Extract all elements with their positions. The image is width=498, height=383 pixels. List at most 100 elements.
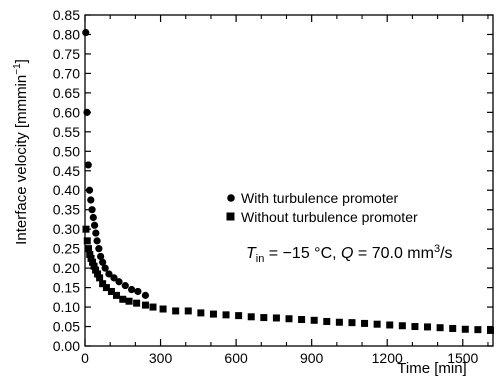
y-tick-label: 0.20 [53, 260, 80, 276]
y-tick-label: 0.40 [53, 182, 80, 198]
data-point-without-promoter [82, 225, 90, 233]
data-point-with-promoter [101, 264, 109, 272]
data-point-with-promoter [115, 278, 123, 286]
data-point-without-promoter [209, 310, 217, 318]
data-point-without-promoter [436, 324, 444, 332]
data-point-without-promoter [335, 318, 343, 326]
y-axis-label: Interface velocity [mmmin−1] [12, 59, 30, 245]
data-point-without-promoter [133, 299, 141, 307]
data-point-with-promoter [134, 287, 142, 296]
data-point-with-promoter [93, 237, 101, 245]
data-point-without-promoter [107, 287, 115, 295]
y-tick-label: 0.00 [53, 338, 80, 354]
data-point-with-promoter [97, 252, 105, 261]
data-point-without-promoter [411, 323, 419, 331]
data-point-with-promoter [105, 270, 113, 278]
data-point-without-promoter [92, 266, 100, 274]
data-point-without-promoter [159, 305, 167, 313]
y-tick-label: 0.60 [53, 104, 80, 120]
plot-frame [84, 14, 494, 347]
data-point-without-promoter [112, 291, 120, 299]
data-point-without-promoter [222, 311, 230, 319]
annotation-t: T [246, 245, 257, 262]
data-point-without-promoter [197, 309, 205, 317]
data-point-without-promoter [149, 303, 157, 311]
x-tick-label: 600 [224, 350, 248, 366]
annotation-q-tail: /s [440, 245, 452, 262]
data-point-with-promoter [141, 291, 150, 299]
data-point-without-promoter [141, 301, 149, 309]
y-tick-label: 0.10 [53, 299, 80, 315]
data-point-without-promoter [125, 297, 133, 305]
annotation-q-rest: = 70.0 mm [353, 245, 433, 262]
data-point-without-promoter [285, 315, 293, 323]
data-point-with-promoter [87, 196, 95, 204]
legend-label-with: With turbulence promoter [241, 190, 399, 206]
data-point-without-promoter [89, 258, 97, 266]
data-point-with-promoter [90, 221, 99, 229]
x-tick-label: 300 [149, 350, 173, 366]
annotation-t-rest: = −15 °C, [264, 245, 341, 262]
y-tick-label: 0.30 [53, 221, 80, 237]
data-point-without-promoter [373, 320, 381, 328]
data-point-with-promoter [99, 258, 107, 266]
data-point-with-promoter [110, 274, 118, 282]
data-point-without-promoter [449, 324, 457, 332]
data-point-without-promoter [348, 319, 356, 327]
data-point-without-promoter [323, 317, 331, 325]
legend-label-without: Without turbulence promoter [241, 209, 418, 225]
annotation-q-sup: 3 [434, 243, 440, 255]
data-point-without-promoter [272, 314, 280, 322]
data-point-without-promoter [96, 274, 104, 282]
data-point-with-promoter [92, 229, 100, 237]
data-point-with-promoter [85, 186, 94, 194]
y-tick-label: 0.70 [53, 65, 80, 81]
data-point-without-promoter [102, 284, 110, 292]
data-point-without-promoter [87, 254, 95, 262]
legend-marker-circle [227, 194, 235, 202]
data-point-without-promoter [298, 316, 306, 324]
data-point-without-promoter [119, 295, 127, 303]
x-tick-label: 1200 [372, 350, 403, 366]
y-tick-label: 0.85 [53, 7, 80, 23]
data-point-without-promoter [398, 322, 406, 330]
data-point-without-promoter [94, 270, 102, 278]
y-tick-label: 0.65 [53, 85, 80, 101]
x-tick-label: 900 [300, 350, 324, 366]
data-point-with-promoter [89, 213, 97, 222]
data-point-without-promoter [90, 262, 98, 270]
data-point-with-promoter [83, 108, 91, 116]
y-tick-label: 0.50 [53, 143, 80, 159]
data-point-without-promoter [85, 245, 93, 253]
y-tick-label: 0.25 [53, 241, 80, 257]
data-point-without-promoter [361, 319, 369, 327]
y-axis-label-main: Interface velocity [mmmin [13, 75, 30, 245]
y-tick-label: 0.75 [53, 46, 80, 62]
data-point-with-promoter [84, 161, 92, 169]
y-tick-label: 0.05 [53, 319, 80, 335]
y-axis-label-sup: −1 [12, 63, 23, 75]
y-axis-ticks: 0.00 0.05 0.10 0.15 0.20 0.25 0.30 0.35 0.40 0.45… [53, 7, 493, 354]
data-point-without-promoter [386, 321, 394, 329]
annotation-q: Q [341, 245, 353, 262]
data-point-without-promoter [260, 314, 268, 322]
condition-annotation: Tin = −15 °C, Q = 70.0 mm3/s [246, 243, 453, 265]
legend-marker-square [226, 212, 235, 221]
y-axis-label-close: ] [13, 59, 30, 63]
data-point-with-promoter [82, 28, 90, 37]
data-point-without-promoter [172, 307, 180, 315]
data-point-without-promoter [184, 307, 192, 315]
y-tick-label: 0.80 [53, 26, 80, 42]
y-tick-label: 0.45 [53, 163, 80, 179]
legend: With turbulence promoter Without turbule… [226, 190, 418, 225]
annotation-t-sub: in [256, 253, 265, 265]
data-point-without-promoter [486, 326, 494, 334]
x-tick-label: 1500 [447, 350, 478, 366]
data-point-with-promoter [95, 245, 103, 253]
data-point-without-promoter [461, 325, 469, 333]
data-point-without-promoter [83, 237, 91, 245]
x-axis-label: Time [min] [397, 360, 466, 377]
data-point-without-promoter [310, 316, 318, 324]
y-tick-label: 0.35 [53, 202, 80, 218]
